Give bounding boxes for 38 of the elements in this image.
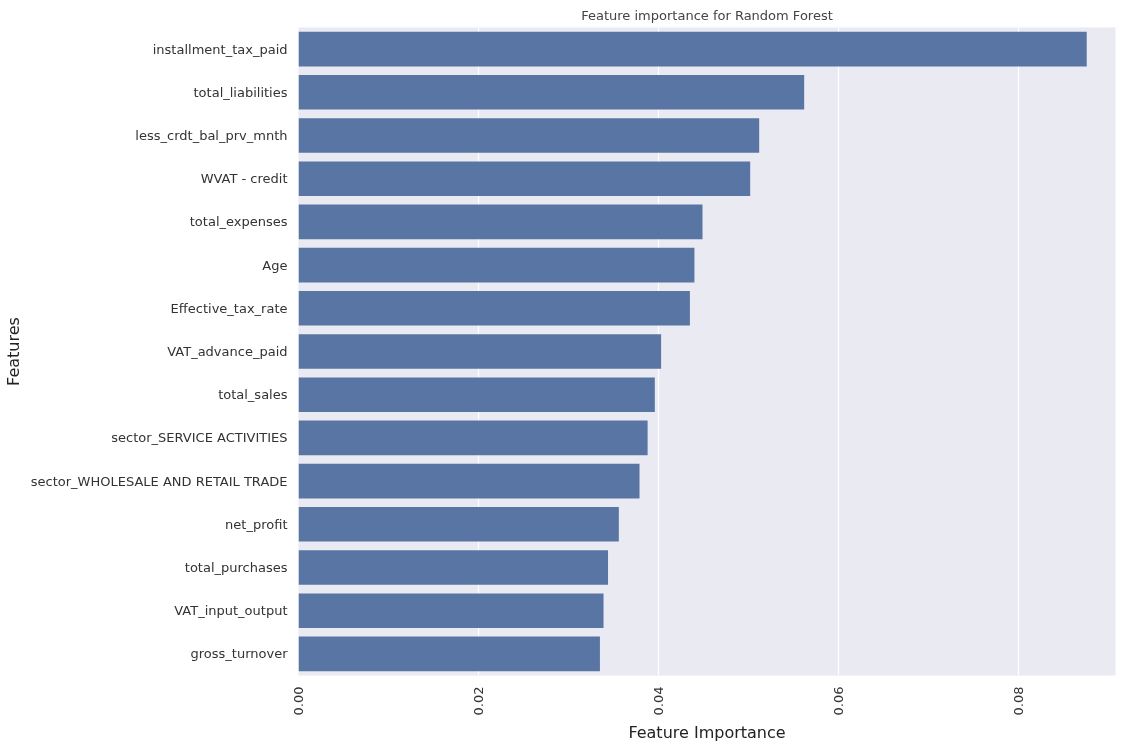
bar: [298, 463, 640, 499]
bar: [298, 75, 805, 110]
x-tick-label: 0.04: [650, 686, 666, 716]
x-axis-title: Feature Importance: [628, 723, 786, 743]
y-tick-label: sector_SERVICE ACTIVITIES: [111, 430, 288, 446]
bar: [298, 31, 1087, 67]
y-tick-label: less_crdt_bal_prv_mnth: [135, 128, 288, 143]
bar: [298, 420, 648, 456]
y-tick-label: VAT_advance_paid: [167, 344, 288, 359]
y-tick-label: total_liabilities: [193, 84, 288, 100]
bar: [298, 377, 655, 412]
bar: [298, 550, 609, 585]
y-axis-title: Features: [3, 317, 23, 386]
y-tick-label: VAT_input_output: [174, 603, 288, 619]
y-tick-label: gross_turnover: [190, 646, 289, 662]
bar: [298, 118, 760, 153]
y-tick-label: total_purchases: [184, 560, 288, 575]
bar: [298, 593, 604, 628]
x-tick-label: 0.08: [1010, 686, 1026, 716]
y-tick-label: net_profit: [225, 516, 288, 532]
y-tick-label: total_expenses: [189, 214, 288, 230]
bar: [298, 334, 662, 369]
bar: [298, 291, 690, 326]
chart-title: Feature importance for Random Forest: [581, 7, 833, 23]
x-tick-label: 0.02: [470, 686, 486, 716]
x-tick-label: 0.00: [291, 686, 306, 716]
bar: [298, 247, 695, 283]
y-tick-label: WVAT - credit: [200, 171, 288, 187]
y-tick-label: Effective_tax_rate: [170, 300, 288, 316]
y-tick-label: total_sales: [218, 387, 288, 403]
x-tick-label: 0.06: [830, 686, 846, 716]
bar: [298, 161, 751, 196]
y-tick-label: installment_tax_paid: [152, 41, 288, 57]
y-tick-label: sector_WHOLESALE AND RETAIL TRADE: [30, 473, 288, 489]
bar: [298, 204, 703, 240]
bar: [298, 507, 619, 542]
bar: [298, 636, 600, 672]
y-tick-label: Age: [262, 257, 288, 273]
